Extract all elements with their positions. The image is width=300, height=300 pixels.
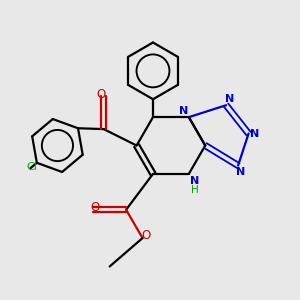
Text: N: N (224, 94, 234, 103)
Text: N: N (190, 176, 200, 186)
Text: N: N (236, 167, 246, 177)
Text: O: O (90, 201, 99, 214)
Text: N: N (250, 129, 260, 139)
Text: N: N (179, 106, 188, 116)
Text: H: H (191, 185, 199, 195)
Text: O: O (96, 88, 105, 101)
Text: Cl: Cl (26, 162, 37, 172)
Text: O: O (142, 229, 151, 242)
